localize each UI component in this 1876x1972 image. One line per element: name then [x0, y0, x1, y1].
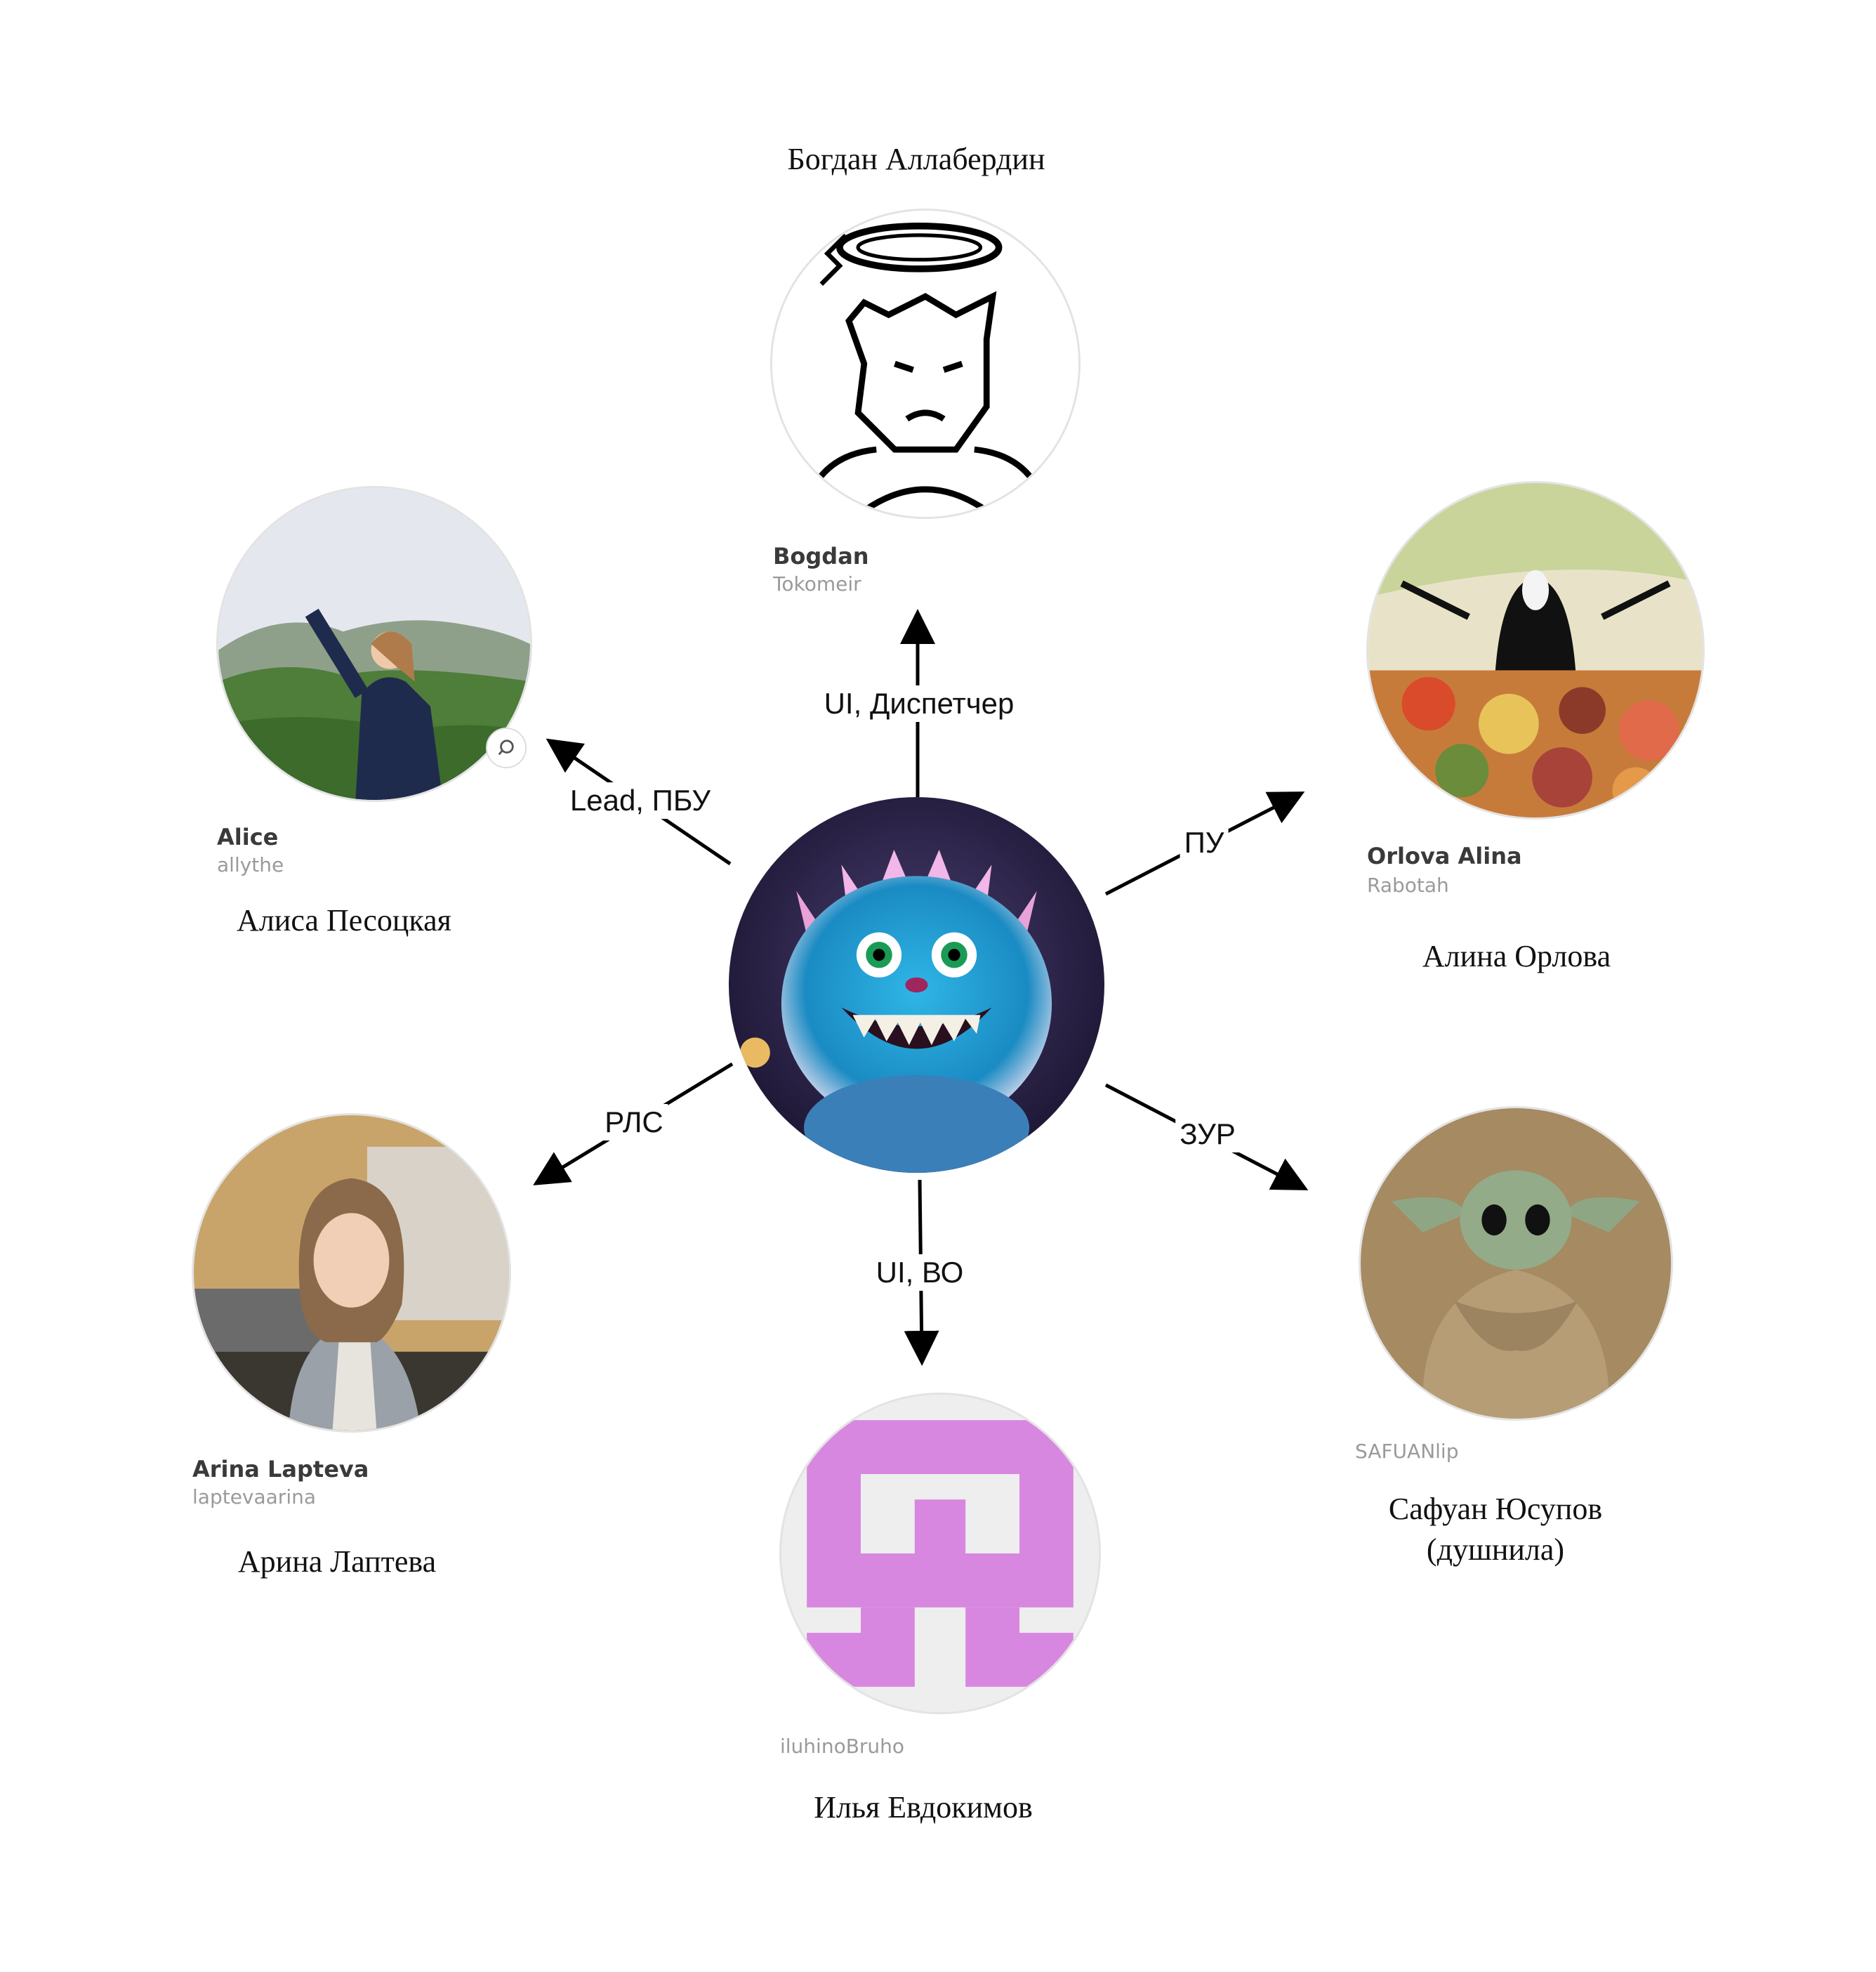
alina-ru-name: Алина Орлова [1422, 939, 1611, 973]
edge-label-arina: РЛС [600, 1104, 668, 1141]
alice-login: allythe [217, 853, 284, 876]
bogdan-avatar [770, 209, 1081, 519]
arina-avatar [192, 1113, 511, 1433]
bogdan-ru-name: Богдан Аллабердин [787, 142, 1045, 176]
safuan-ru-name-line2: (душнила) [1426, 1532, 1565, 1567]
alice-ru-name: Алиса Песоцкая [237, 903, 451, 938]
alice-avatar [216, 486, 532, 802]
edge-label-safuan: ЗУР [1175, 1116, 1240, 1152]
arina-login: laptevaarina [192, 1485, 316, 1508]
alina-avatar [1366, 481, 1705, 820]
safuan-ru-name: Сафуан Юсупов (душнила) [1320, 1489, 1671, 1570]
alina-login: Rabotah [1367, 874, 1449, 897]
arina-nick: Arina Lapteva [192, 1456, 369, 1483]
edge-label-alice: Lead, ПБУ [565, 782, 715, 819]
safuan-avatar [1359, 1106, 1673, 1421]
edge-label-ilya: UI, ВО [871, 1254, 968, 1291]
edge-label-alina: ПУ [1180, 824, 1229, 861]
ilya-ru-name: Илья Евдокимов [814, 1790, 1033, 1825]
bogdan-login: Tokomeir [773, 572, 861, 596]
safuan-login: SAFUANlip [1355, 1440, 1459, 1463]
safuan-ru-name-line1: Сафуан Юсупов [1388, 1492, 1603, 1526]
arina-ru-name: Арина Лаптева [237, 1544, 437, 1579]
ilya-login: iluhinoBruho [780, 1735, 905, 1758]
alice-nick: Alice [217, 824, 279, 850]
alina-nick: Orlova Alina [1367, 843, 1522, 869]
center-monster-avatar [729, 797, 1104, 1173]
edge-label-bogdan: UI, Диспетчер [819, 685, 1019, 722]
bogdan-nick: Bogdan [773, 543, 869, 570]
alice-chat-icon[interactable] [486, 728, 527, 768]
ilya-avatar [779, 1393, 1101, 1714]
